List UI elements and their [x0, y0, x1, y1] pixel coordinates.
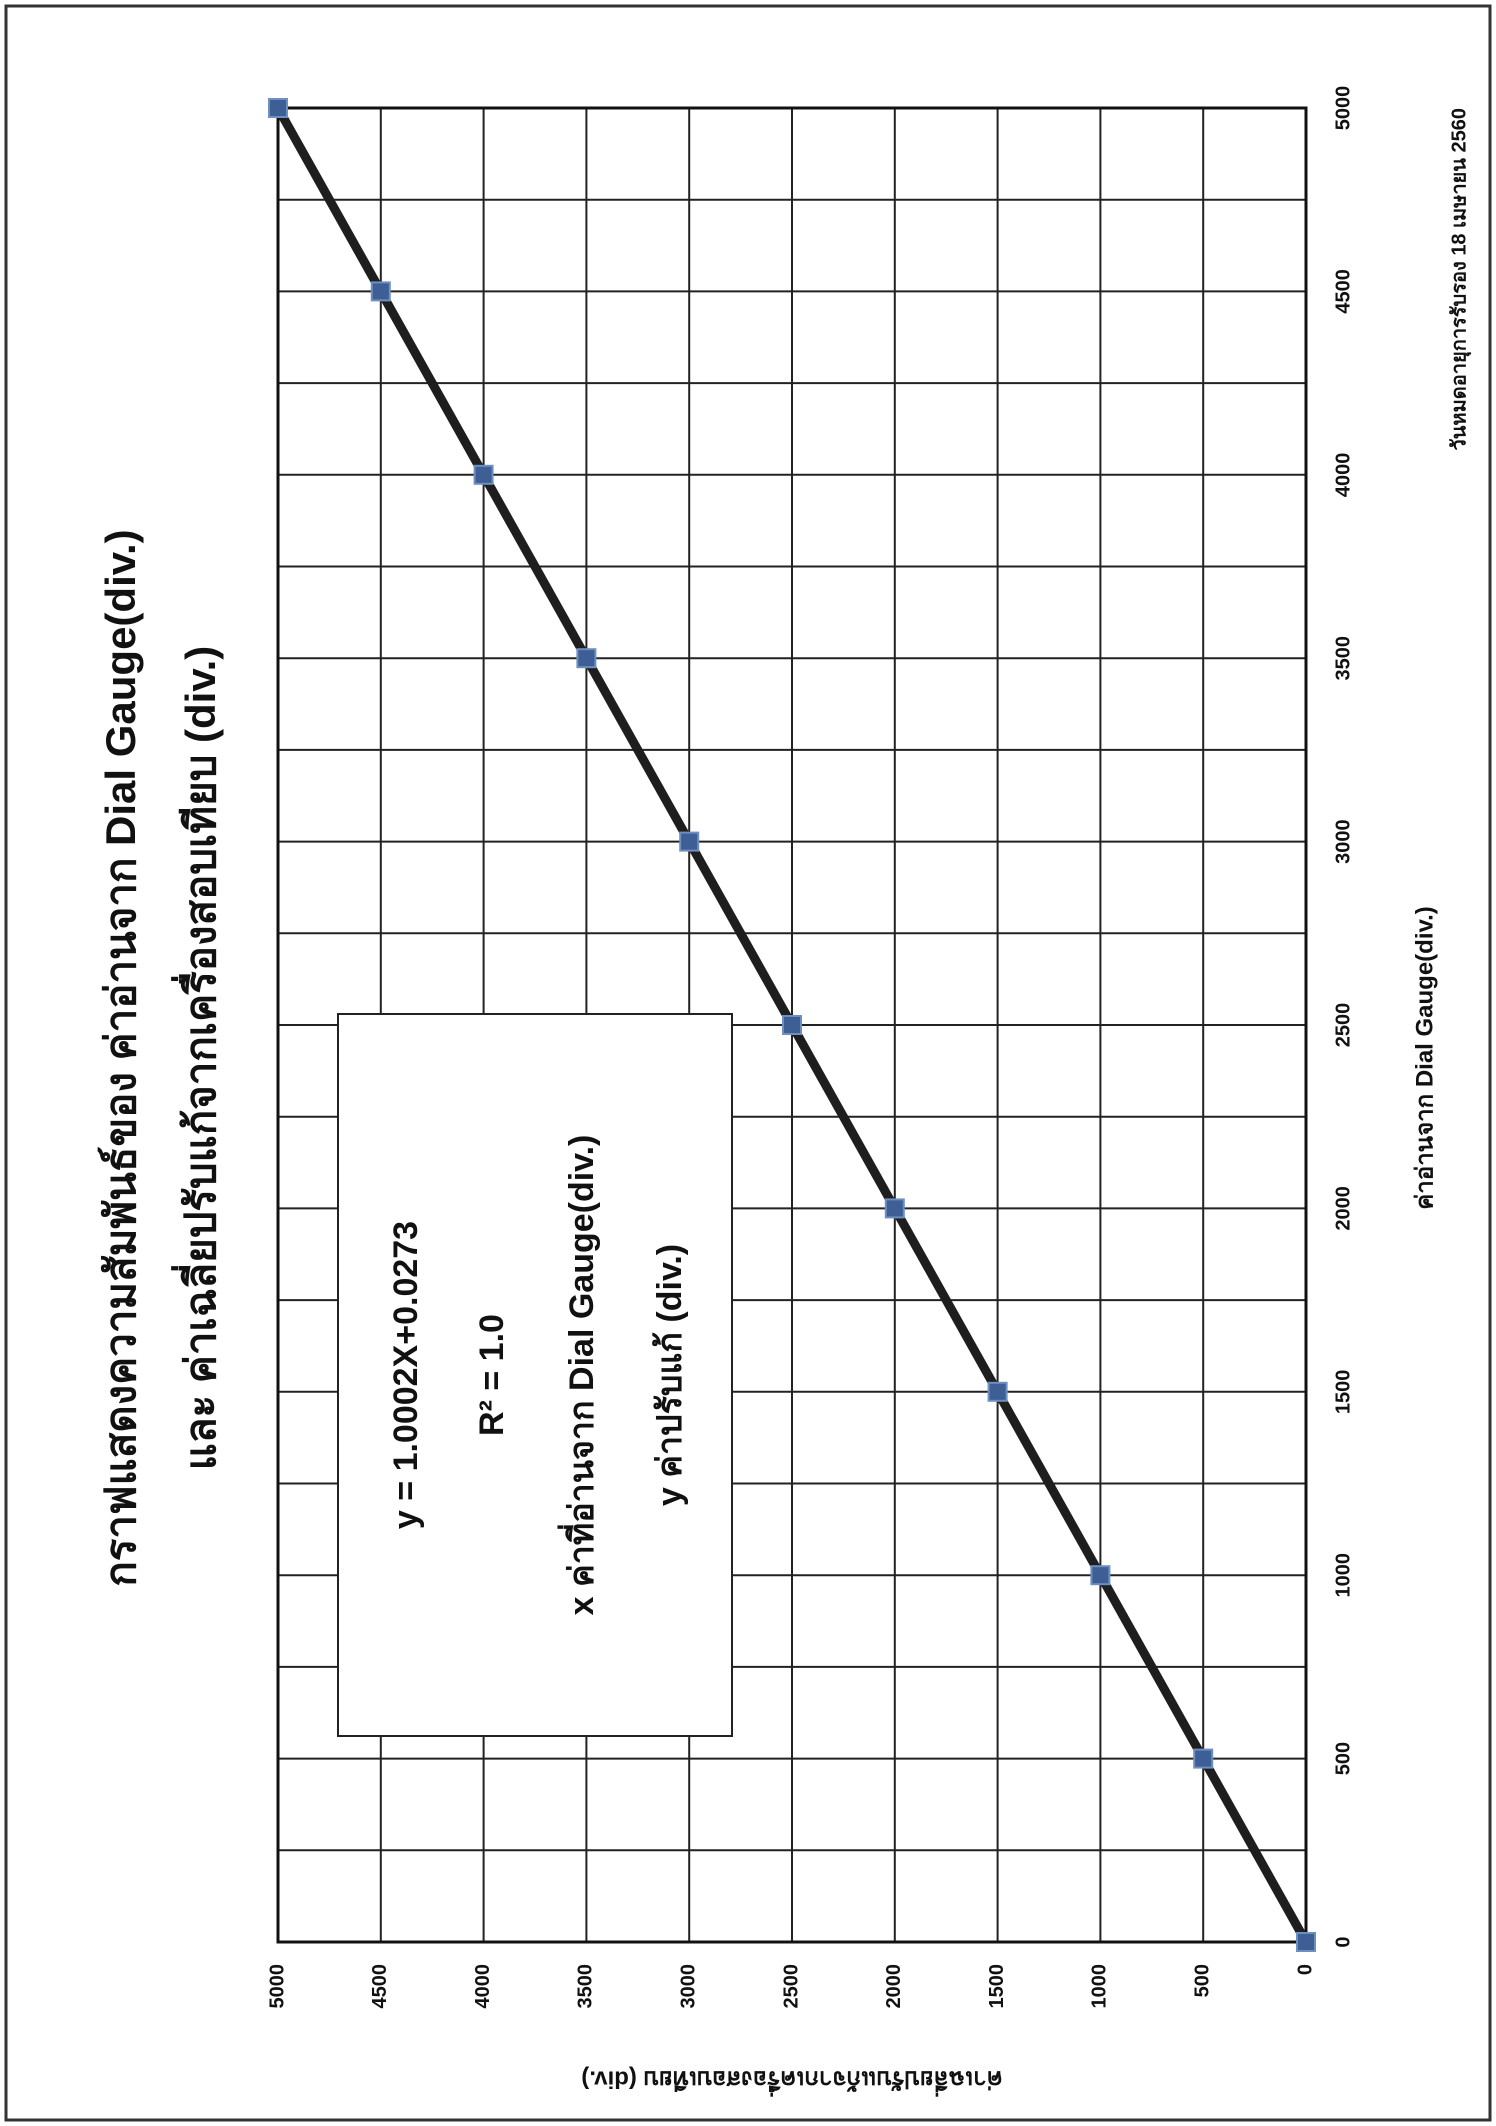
annotation: y ค่าปรับแก้ (div.) — [651, 1244, 689, 1506]
chart: กราฟแสดงความสัมพันธ์ของ ค่าอ่านจาก Dial … — [97, 86, 1471, 2098]
y-axis-title: ค่าเฉลี่ยปรับแก้จากเครื่องสอบเทียบ (div.… — [581, 2066, 1002, 2098]
annotation: y = 1.0002X+0.0273 — [387, 1221, 425, 1529]
x-tick-label: 2500 — [1332, 1003, 1354, 1048]
data-point — [1193, 1748, 1214, 1769]
y-tick-label: 5000 — [266, 1964, 288, 2009]
y-tick-label: 1500 — [986, 1964, 1008, 2009]
y-tick-label: 0 — [1294, 1964, 1316, 1975]
data-point — [1090, 1565, 1111, 1586]
data-point — [679, 831, 700, 852]
x-tick-label: 1000 — [1332, 1553, 1354, 1598]
y-tick-label: 3000 — [677, 1964, 699, 2009]
annotation-box — [337, 1013, 733, 1737]
page-frame — [4, 4, 1492, 2122]
y-tick-label: 4000 — [472, 1964, 494, 2009]
annotation: x ค่าที่อ่านจาก Dial Gauge(div.) — [557, 1135, 601, 1616]
y-tick-label: 500 — [1191, 1964, 1213, 1997]
y-tick-label: 2000 — [883, 1964, 905, 2009]
data-point — [473, 464, 494, 485]
data-point — [370, 281, 391, 302]
y-tick-label: 4500 — [369, 1964, 391, 2009]
x-tick-label: 1500 — [1332, 1370, 1354, 1415]
x-tick-label: 4500 — [1332, 269, 1354, 314]
x-tick-label: 5000 — [1332, 86, 1354, 131]
annotation: R² = 1.0 — [473, 1314, 511, 1436]
y-tick-label: 1000 — [1089, 1964, 1111, 2009]
plot-frame — [276, 106, 1308, 1944]
y-tick-label: 3500 — [575, 1964, 597, 2009]
data-point — [1296, 1932, 1316, 1952]
footnote: วันหมดอายุการรับรอง 18 เมษายน 2560 — [1448, 108, 1471, 451]
x-tick-label: 2000 — [1332, 1186, 1354, 1231]
chart-title: กราฟแสดงความสัมพันธ์ของ ค่าอ่านจาก Dial … — [97, 529, 144, 1586]
data-point — [884, 1198, 905, 1219]
x-tick-label: 3500 — [1332, 636, 1354, 681]
data-point — [576, 648, 597, 669]
x-tick-label: 0 — [1332, 1936, 1354, 1947]
data-point — [268, 98, 288, 118]
chart-subtitle: และ ค่าเฉลี่ยปรับแก้จากเครื่องสอบเทียบ (… — [171, 646, 224, 1470]
x-tick-label: 500 — [1332, 1742, 1354, 1775]
x-tick-label: 4000 — [1332, 453, 1354, 498]
x-axis-title: ค่าอ่านจาก Dial Gauge(div.) — [1411, 906, 1438, 1209]
x-tick-label: 3000 — [1332, 819, 1354, 864]
data-point — [987, 1381, 1008, 1402]
y-tick-label: 2500 — [780, 1964, 802, 2009]
data-point — [782, 1015, 802, 1035]
